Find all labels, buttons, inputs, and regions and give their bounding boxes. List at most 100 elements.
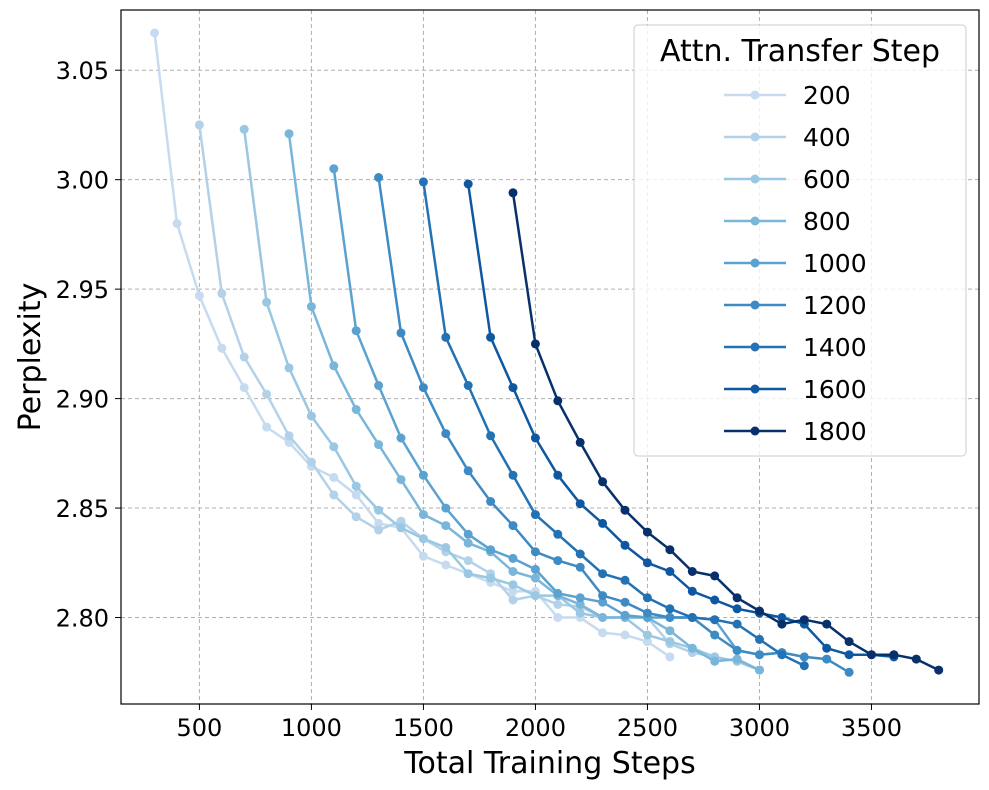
data-point: [530, 510, 540, 520]
x-tick-label: 3000: [729, 714, 790, 742]
data-point: [822, 619, 832, 629]
data-point: [396, 516, 406, 526]
data-point: [553, 470, 563, 480]
data-point: [508, 595, 518, 605]
data-point: [598, 628, 608, 638]
data-point: [575, 437, 585, 447]
data-point: [194, 291, 204, 301]
data-point: [642, 608, 652, 618]
data-point: [665, 604, 675, 614]
data-point: [306, 302, 316, 312]
data-point: [374, 525, 384, 535]
series-line-800: [287, 133, 761, 672]
data-point: [732, 619, 742, 629]
data-point: [418, 510, 428, 520]
data-point: [575, 599, 585, 609]
series-line-1600: [466, 183, 895, 659]
legend-label: 600: [803, 165, 851, 194]
legend-item-1200: 1200: [724, 291, 867, 320]
data-point: [262, 422, 272, 432]
data-point: [620, 540, 630, 550]
legend-label: 400: [803, 123, 851, 152]
legend-box: [633, 24, 967, 457]
data-point: [575, 593, 585, 603]
data-point: [620, 575, 630, 585]
data-point: [844, 667, 854, 677]
data-point: [867, 650, 876, 660]
data-point: [620, 505, 630, 515]
legend-label: 1200: [803, 291, 867, 320]
data-point: [441, 429, 451, 439]
data-point: [732, 645, 742, 655]
data-point: [486, 431, 496, 441]
data-point: [598, 597, 608, 607]
legend-label: 1800: [803, 417, 867, 446]
legend-item-1400: 1400: [724, 333, 867, 362]
series-line-1400: [422, 181, 805, 667]
data-point: [284, 129, 294, 139]
data-point: [441, 521, 451, 531]
y-tick-label: 2.90: [56, 386, 109, 414]
legend: Attn. Transfer Step 200 400 600 800 1000 1200…: [633, 24, 967, 457]
data-point: [530, 564, 540, 574]
data-point: [396, 328, 406, 338]
data-point: [463, 466, 473, 476]
x-tick-label: 2000: [505, 714, 566, 742]
data-point: [329, 472, 339, 482]
data-point: [508, 580, 518, 590]
data-point: [508, 383, 518, 393]
legend-marker: [750, 300, 760, 310]
data-point: [396, 523, 406, 533]
data-point: [508, 521, 518, 531]
data-point: [620, 610, 630, 620]
data-point: [418, 470, 428, 480]
y-tick-label: 2.85: [56, 495, 109, 523]
legend-item-200: 200: [724, 81, 851, 110]
data-point: [463, 569, 473, 579]
data-point: [575, 499, 585, 509]
y-tick-label: 3.00: [56, 167, 109, 195]
data-point: [530, 547, 540, 557]
data-point: [710, 571, 720, 581]
data-point: [889, 650, 899, 660]
legend-label: 1400: [803, 333, 867, 362]
data-point: [508, 470, 518, 480]
data-point: [284, 363, 294, 373]
data-point: [553, 588, 563, 598]
data-point: [755, 634, 764, 644]
legend-marker: [750, 426, 760, 436]
data-point: [799, 661, 809, 671]
series-1400: [418, 177, 809, 671]
legend-item-800: 800: [724, 207, 851, 236]
data-point: [665, 652, 675, 662]
data-point: [306, 411, 316, 421]
legend-marker: [750, 258, 760, 268]
data-point: [486, 332, 496, 342]
data-point: [598, 591, 608, 601]
data-point: [665, 637, 675, 647]
data-point: [755, 665, 764, 675]
legend-marker: [750, 384, 760, 394]
data-point: [665, 545, 675, 555]
series-1200: [374, 173, 854, 677]
data-point: [777, 619, 787, 629]
data-point: [934, 665, 944, 675]
data-point: [351, 512, 361, 522]
data-point: [486, 545, 496, 555]
data-point: [710, 630, 720, 640]
data-point: [239, 352, 249, 362]
legend-item-600: 600: [724, 165, 851, 194]
data-point: [755, 650, 764, 660]
data-point: [553, 613, 563, 622]
data-point: [463, 556, 473, 566]
data-point: [486, 497, 496, 506]
series-1800: [508, 188, 944, 675]
data-point: [799, 652, 809, 662]
legend-marker: [750, 174, 760, 184]
legend-items: 200 400 600 800 1000 1200 1400 1600 1800: [724, 81, 867, 446]
data-point: [486, 573, 496, 583]
legend-item-400: 400: [724, 123, 851, 152]
series-line-1200: [377, 177, 850, 674]
data-point: [329, 490, 339, 500]
